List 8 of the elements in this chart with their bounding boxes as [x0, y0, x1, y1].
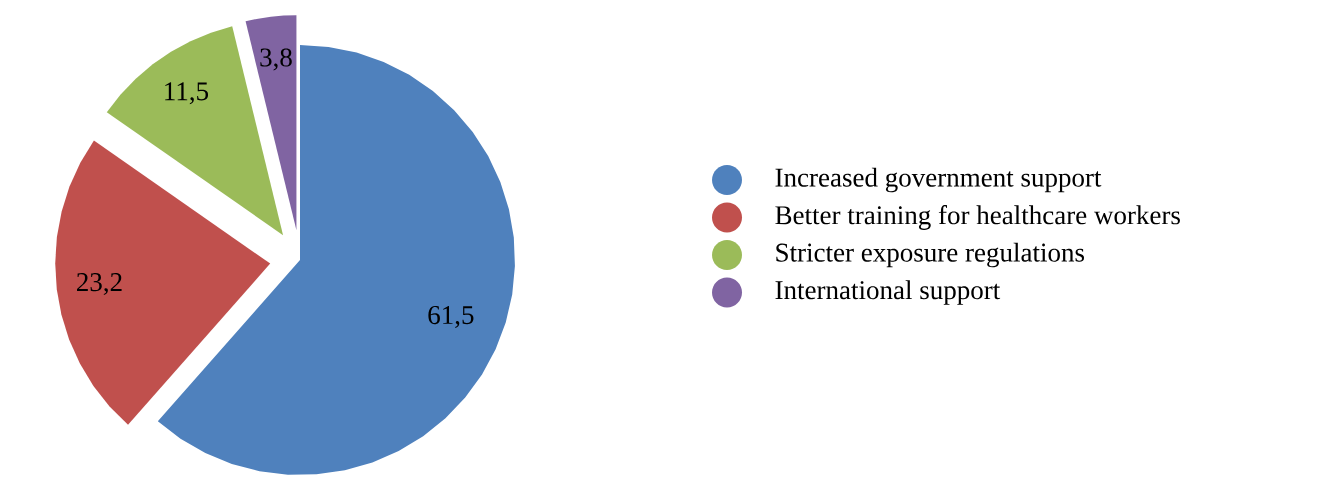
- data-label: 3,8: [260, 48, 292, 71]
- data-label: 61,5: [428, 305, 474, 329]
- data-label: 11,5: [165, 82, 209, 105]
- data-label: 23,2: [77, 273, 122, 296]
- legend-label: International support: [775, 280, 1001, 305]
- legend-label: Better training for healthcare workers: [775, 205, 1180, 230]
- legend-label: Stricter exposure regulations: [776, 242, 1085, 268]
- legend-label: Increased government support: [775, 167, 1102, 193]
